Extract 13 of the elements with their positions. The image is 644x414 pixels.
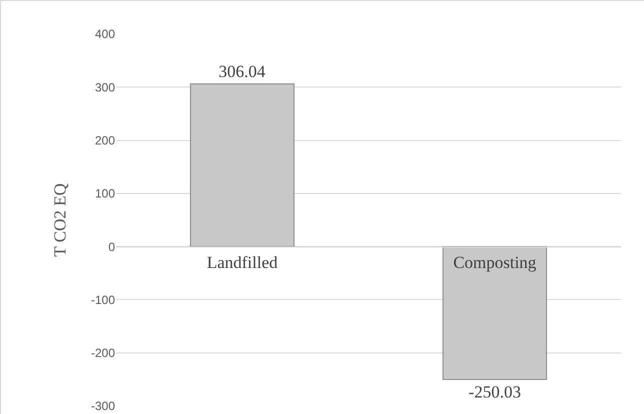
y-tick-label: -300: [90, 399, 116, 414]
x-tick-label: Composting: [453, 252, 537, 272]
y-tick-label: 400: [94, 27, 116, 42]
y-axis-title: T CO2 EQ: [50, 183, 70, 257]
y-tick-label: -100: [90, 292, 116, 307]
y-tick-label: 100: [94, 186, 116, 201]
y-tick-label: 0: [108, 240, 116, 254]
x-tick-label: Landfilled: [206, 252, 278, 272]
data-label: 306.04: [218, 62, 266, 81]
y-tick-label: 200: [94, 133, 116, 148]
data-label: -250.03: [468, 382, 521, 402]
y-tick-label: 300: [94, 80, 116, 94]
y-tick-label: -200: [90, 346, 116, 360]
